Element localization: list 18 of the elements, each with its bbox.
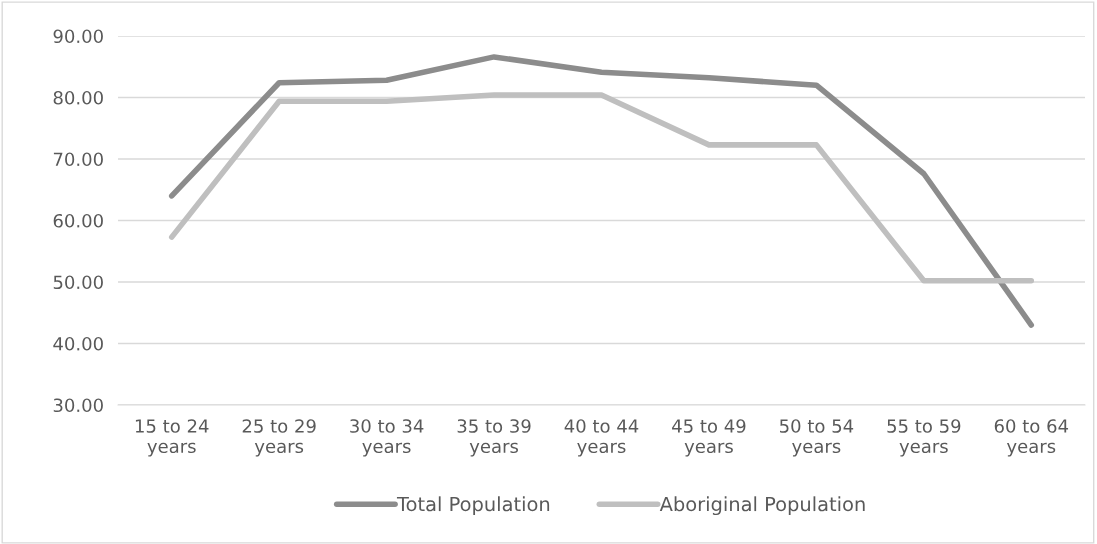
x-tick-label: 30 to 34 years — [350, 419, 424, 457]
x-tick-label: 40 to 44 years — [564, 419, 639, 457]
y-tick-label: 90.00 — [53, 29, 103, 44]
legend-label: Aboriginal Population — [659, 496, 865, 516]
y-tick-label: 30.00 — [53, 398, 103, 413]
x-tick-label: 45 to 49 years — [672, 419, 746, 457]
x-tick-label: 55 to 59 years — [887, 419, 961, 457]
x-tick-label: 50 to 54 years — [780, 419, 854, 457]
legend-label: Total Population — [396, 496, 550, 516]
y-tick-label: 50.00 — [53, 275, 103, 290]
y-tick-label: 40.00 — [53, 336, 103, 351]
y-tick-label: 70.00 — [53, 152, 103, 167]
y-tick-label: 80.00 — [53, 90, 103, 105]
x-tick-label: 25 to 29 years — [242, 419, 316, 457]
x-tick-label: 15 to 24 years — [135, 419, 209, 457]
y-tick-label: 60.00 — [53, 213, 103, 228]
x-tick-label: 60 to 64 years — [994, 419, 1069, 457]
x-tick-label: 35 to 39 years — [457, 419, 531, 457]
